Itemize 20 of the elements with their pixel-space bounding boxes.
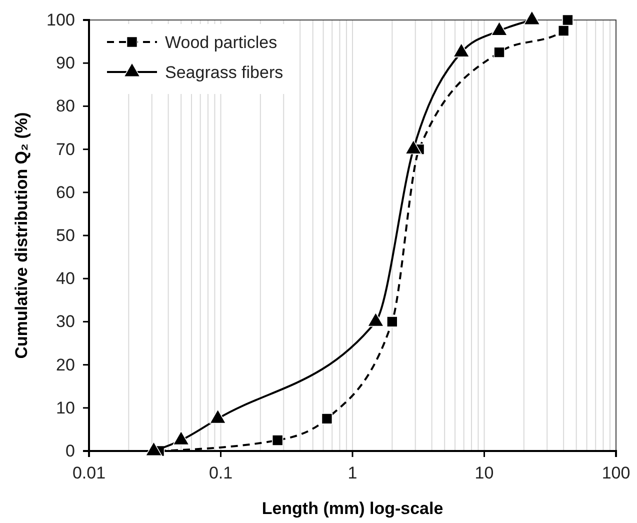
y-tick-label: 80: [56, 96, 75, 116]
y-tick-label: 10: [56, 398, 75, 418]
y-tick-label: 70: [56, 140, 75, 159]
x-axis-title: Length (mm) log-scale: [262, 499, 444, 518]
y-tick-label: 20: [56, 355, 75, 374]
x-tick-label: 1: [348, 464, 358, 483]
y-tick-label: 90: [56, 54, 75, 73]
x-tick-label: 0.1: [208, 464, 233, 483]
y-axis-title: Cumulative distribution Q₂ (%): [12, 112, 31, 359]
y-tick-label: 50: [56, 226, 75, 245]
y-tick-label: 100: [46, 10, 75, 30]
x-tick-label: 100: [602, 464, 630, 483]
y-tick-label: 30: [56, 312, 75, 332]
x-tick-label: 10: [474, 464, 494, 483]
x-tick-label: 0.01: [72, 464, 106, 483]
legend-label: Wood particles: [165, 33, 278, 52]
y-tick-label: 0: [65, 441, 75, 460]
legend-label: Seagrass fibers: [165, 63, 284, 82]
y-tick-label: 40: [56, 269, 75, 288]
y-tick-label: 60: [56, 182, 75, 202]
